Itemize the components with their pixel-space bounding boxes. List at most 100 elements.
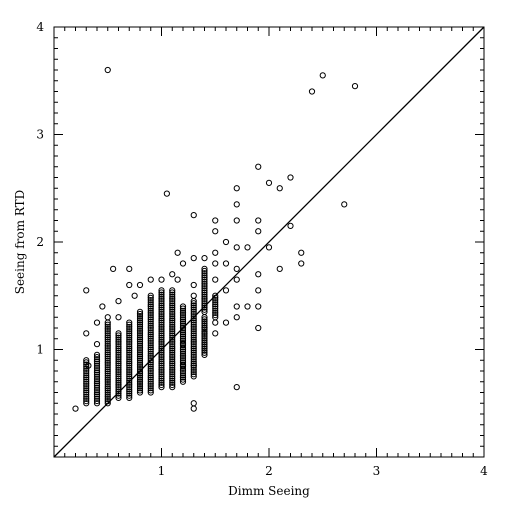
axis-ticks [54,27,484,457]
data-point [212,309,219,317]
data-point [126,384,133,391]
data-point [212,260,219,267]
data-point [93,393,101,400]
data-point [136,334,144,341]
data-point [99,303,106,310]
data-point [190,405,197,412]
data-point [104,364,111,371]
data-point [212,312,219,319]
data-point [158,379,165,386]
data-point [136,378,144,385]
data-point [158,313,165,320]
y-axis-label: Seeing from RTD [13,190,27,295]
data-point [158,353,165,361]
data-point [169,313,176,320]
data-point [169,293,176,300]
data-point [104,323,111,330]
data-point [104,400,111,407]
data-point [233,201,240,208]
data-point [115,388,122,395]
data-point [104,347,111,354]
data-point [169,330,176,337]
data-point [136,319,144,326]
data-point [179,331,187,338]
data-point [158,356,165,363]
data-point [115,394,122,401]
data-point [351,83,359,90]
data-point [126,325,133,333]
data-point [83,378,90,385]
data-point [341,201,348,208]
data-point [136,332,144,339]
data-point [169,308,176,315]
data-point [136,389,144,396]
data-point [190,366,197,374]
data-point [147,348,154,355]
data-point [222,319,230,326]
data-point [190,328,197,335]
data-point [147,374,154,381]
data-point [93,380,101,387]
data-point [201,322,208,329]
data-point [158,375,165,382]
data-point [169,381,176,389]
data-point [147,329,154,336]
data-point [190,341,197,348]
data-point [158,323,165,331]
data-point [190,368,197,376]
data-point [136,315,144,322]
data-point [104,336,111,343]
data-point [179,346,187,353]
data-point [158,384,165,391]
data-point [93,389,101,396]
data-point [179,303,187,310]
data-point [201,291,208,298]
data-point [201,304,208,311]
data-point [190,400,197,407]
data-point [233,276,240,283]
data-point [233,265,240,272]
data-point [126,347,133,354]
data-point [169,323,176,331]
data-point [126,351,133,358]
data-point [115,353,122,361]
data-point [93,395,101,402]
data-point [104,328,111,335]
data-point [158,291,165,298]
data-point [147,387,154,394]
data-point [265,179,273,186]
data-point [93,384,101,391]
data-point [255,303,262,310]
data-point [179,372,187,379]
data-point [179,365,187,372]
data-point [93,356,101,363]
data-point [115,349,122,356]
data-point [201,335,208,342]
data-point [201,293,208,300]
data-point [115,362,122,369]
data-point [104,332,111,339]
data-point [93,397,101,405]
data-point [136,323,144,330]
data-point [201,274,208,281]
data-point [126,330,133,337]
data-points [72,66,359,412]
data-point [158,373,165,380]
data-point [147,296,154,304]
data-point [104,359,111,367]
data-point [83,385,90,392]
data-point [136,344,144,352]
data-point [222,287,230,294]
data-point [104,325,111,333]
data-point [179,363,187,370]
data-point [190,292,197,299]
data-point [147,363,154,370]
data-point [190,362,197,369]
data-point [179,320,187,327]
data-point [169,302,176,309]
data-point [179,355,187,362]
data-point [158,325,165,333]
data-point [190,358,197,365]
data-point [179,376,187,383]
data-point [158,368,165,376]
